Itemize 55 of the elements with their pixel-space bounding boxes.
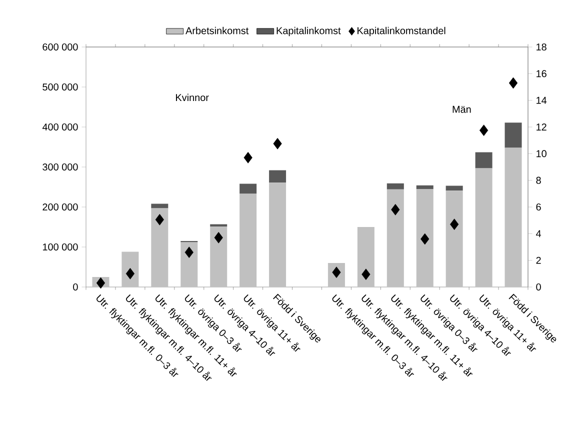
y-tick-label: 500 000 <box>42 83 78 91</box>
bar <box>210 224 228 227</box>
bar <box>475 168 492 287</box>
bar <box>416 189 434 287</box>
y-tick-label: 400 000 <box>42 123 78 131</box>
y2-tick-label: 12 <box>536 124 546 130</box>
annotation: Män <box>452 106 471 113</box>
bar <box>446 190 463 287</box>
point <box>362 268 370 280</box>
legend-label: Arbetsinkomst <box>186 26 249 34</box>
bar <box>180 242 198 287</box>
bar <box>269 182 286 287</box>
point <box>244 152 252 164</box>
bar <box>240 184 257 194</box>
bar <box>416 185 434 189</box>
y2-tick-label: 2 <box>536 256 541 264</box>
y-tick-label: 0 <box>73 283 78 291</box>
bar <box>475 152 492 168</box>
point <box>508 77 518 89</box>
point <box>391 204 400 216</box>
y2-tick-label: 8 <box>536 176 541 184</box>
legend-label: Kapitalinkomstandel <box>358 26 446 36</box>
point <box>479 124 488 136</box>
bar <box>122 252 139 287</box>
bar <box>210 226 228 287</box>
y2-tick-label: 18 <box>536 43 546 51</box>
point <box>214 232 223 244</box>
bar <box>151 208 168 287</box>
bar <box>504 148 522 287</box>
bar <box>386 189 404 287</box>
y2-tick-label: 0 <box>536 283 541 291</box>
y2-tick-label: 10 <box>536 150 546 158</box>
legend-label: Kapitalinkomst <box>276 26 341 36</box>
y2-tick-label: 16 <box>536 70 546 78</box>
point <box>450 218 459 230</box>
point <box>96 277 106 289</box>
y-tick-label: 200 000 <box>42 203 78 211</box>
y-tick-label: 600 000 <box>42 43 78 51</box>
bar <box>240 194 257 287</box>
point <box>420 233 430 245</box>
y-tick-label: 100 000 <box>42 243 78 251</box>
y-tick-label: 300 000 <box>42 163 78 171</box>
point <box>273 138 282 150</box>
bar <box>386 183 404 190</box>
y2-tick-label: 14 <box>536 96 547 104</box>
bar <box>269 170 286 183</box>
y2-tick-label: 4 <box>536 230 542 238</box>
point <box>184 246 194 258</box>
bar <box>446 186 463 191</box>
y2-tick-label: 6 <box>536 203 541 211</box>
bar <box>357 227 374 287</box>
annotation: Kvinnor <box>176 94 209 102</box>
bar <box>504 122 522 148</box>
bar <box>151 204 168 208</box>
point <box>155 214 164 226</box>
